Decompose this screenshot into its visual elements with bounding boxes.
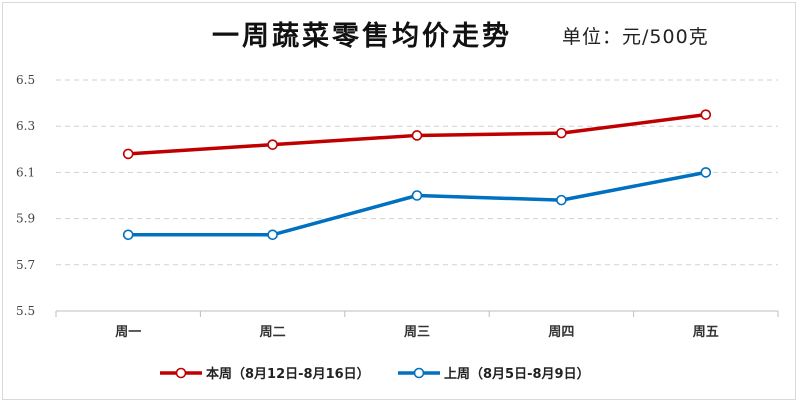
y-tick-label: 5.7 [16,258,35,272]
legend-swatch-marker [413,367,425,379]
data-point [411,130,423,141]
data-point [267,139,278,150]
x-tick-label: 周四 [548,325,574,340]
legend-swatch-marker [175,367,187,379]
x-tick-label: 周二 [260,325,286,340]
legend-label: 本周（8月12日-8月16日） [206,366,370,382]
y-tick-label: 5.9 [16,212,35,226]
y-tick-label: 5.5 [16,304,35,318]
data-point [700,167,712,178]
x-tick-label: 周一 [115,325,141,340]
data-point [556,194,567,206]
axis-layer: 5.5 5.7 5.9 6.1 6.3 6.5 周一 周二 周三 周四 周五 [16,73,779,340]
data-point [122,148,134,160]
data-point [267,229,278,241]
legend-label: 上周（8月5日-8月9日） [444,366,590,382]
x-tick-label: 周三 [404,325,430,340]
data-point [122,229,134,241]
x-tick-label: 周五 [693,325,719,340]
data-point [411,190,423,201]
legend: 本周（8月12日-8月16日） 上周（8月5日-8月9日） [160,366,590,382]
series-layer [122,109,712,241]
y-tick-label: 6.1 [16,165,35,179]
chart-header: 一周蔬菜零售均价走势 单位：元/500克 [0,14,800,54]
data-point [556,127,567,139]
grid-layer [56,79,778,266]
chart-unit-label: 单位：元/500克 [562,26,709,48]
series-line [126,170,708,237]
y-tick-label: 6.3 [16,119,35,133]
y-tick-label: 6.5 [16,73,35,87]
data-point [700,109,712,120]
chart-title: 一周蔬菜零售均价走势 [212,21,512,52]
